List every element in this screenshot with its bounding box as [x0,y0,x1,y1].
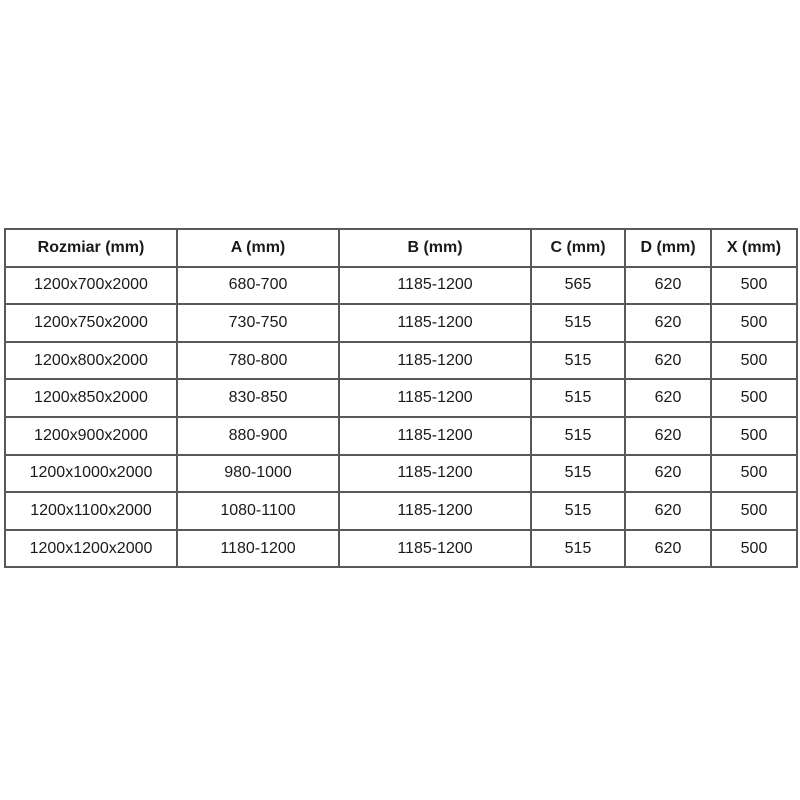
column-header-rozmiar: Rozmiar (mm) [4,228,178,268]
table-cell: 620 [624,453,712,494]
table-cell: 515 [530,303,626,343]
table-cell: 1185-1200 [338,528,532,569]
table-cell: 620 [624,491,712,531]
table-cell: 515 [530,378,626,418]
table-cell: 1200x1100x2000 [4,491,178,531]
dimensions-table-container: Rozmiar (mm) A (mm) B (mm) C (mm) D (mm)… [4,228,798,569]
table-body: 1200x700x2000 680-700 1185-1200 565 620 500 12… [4,265,798,569]
column-header-c: C (mm) [530,228,626,268]
table-cell: 1185-1200 [338,340,532,381]
table-row: 1200x850x2000 830-850 1185-1200 515 620 500 [4,378,798,418]
table-cell: 515 [530,453,626,494]
table-cell: 500 [710,415,798,456]
table-row: 1200x750x2000 730-750 1185-1200 515 620 500 [4,303,798,343]
table-row: 1200x800x2000 780-800 1185-1200 515 620 500 [4,340,798,381]
column-header-d: D (mm) [624,228,712,268]
table-cell: 1185-1200 [338,415,532,456]
table-cell: 620 [624,265,712,306]
table-cell: 500 [710,491,798,531]
table-cell: 1200x700x2000 [4,265,178,306]
table-cell: 515 [530,340,626,381]
table-cell: 620 [624,415,712,456]
table-cell: 620 [624,528,712,569]
table-cell: 500 [710,453,798,494]
table-cell: 1185-1200 [338,378,532,418]
table-cell: 1180-1200 [176,528,340,569]
table-cell: 500 [710,303,798,343]
table-cell: 880-900 [176,415,340,456]
table-cell: 565 [530,265,626,306]
table-cell: 830-850 [176,378,340,418]
table-cell: 1080-1100 [176,491,340,531]
table-cell: 500 [710,265,798,306]
column-header-a: A (mm) [176,228,340,268]
table-cell: 730-750 [176,303,340,343]
table-cell: 980-1000 [176,453,340,494]
table-cell: 620 [624,303,712,343]
table-row: 1200x700x2000 680-700 1185-1200 565 620 500 [4,265,798,306]
table-cell: 1185-1200 [338,453,532,494]
table-row: 1200x1100x2000 1080-1100 1185-1200 515 620 50… [4,491,798,531]
table-cell: 515 [530,491,626,531]
table-cell: 1200x750x2000 [4,303,178,343]
table-cell: 1200x800x2000 [4,340,178,381]
table-cell: 500 [710,528,798,569]
column-header-x: X (mm) [710,228,798,268]
table-header-row: Rozmiar (mm) A (mm) B (mm) C (mm) D (mm)… [4,228,798,268]
table-cell: 515 [530,528,626,569]
table-cell: 1185-1200 [338,491,532,531]
table-row: 1200x1200x2000 1180-1200 1185-1200 515 620 50… [4,528,798,569]
column-header-b: B (mm) [338,228,532,268]
table-cell: 680-700 [176,265,340,306]
table-cell: 500 [710,340,798,381]
table-row: 1200x1000x2000 980-1000 1185-1200 515 620 500 [4,453,798,494]
table-cell: 515 [530,415,626,456]
table-cell: 1200x850x2000 [4,378,178,418]
table-cell: 1200x900x2000 [4,415,178,456]
table-cell: 620 [624,378,712,418]
dimensions-table: Rozmiar (mm) A (mm) B (mm) C (mm) D (mm)… [4,228,798,569]
table-cell: 1185-1200 [338,303,532,343]
table-row: 1200x900x2000 880-900 1185-1200 515 620 500 [4,415,798,456]
table-cell: 1200x1200x2000 [4,528,178,569]
table-cell: 620 [624,340,712,381]
table-cell: 1185-1200 [338,265,532,306]
table-cell: 1200x1000x2000 [4,453,178,494]
table-cell: 500 [710,378,798,418]
table-cell: 780-800 [176,340,340,381]
